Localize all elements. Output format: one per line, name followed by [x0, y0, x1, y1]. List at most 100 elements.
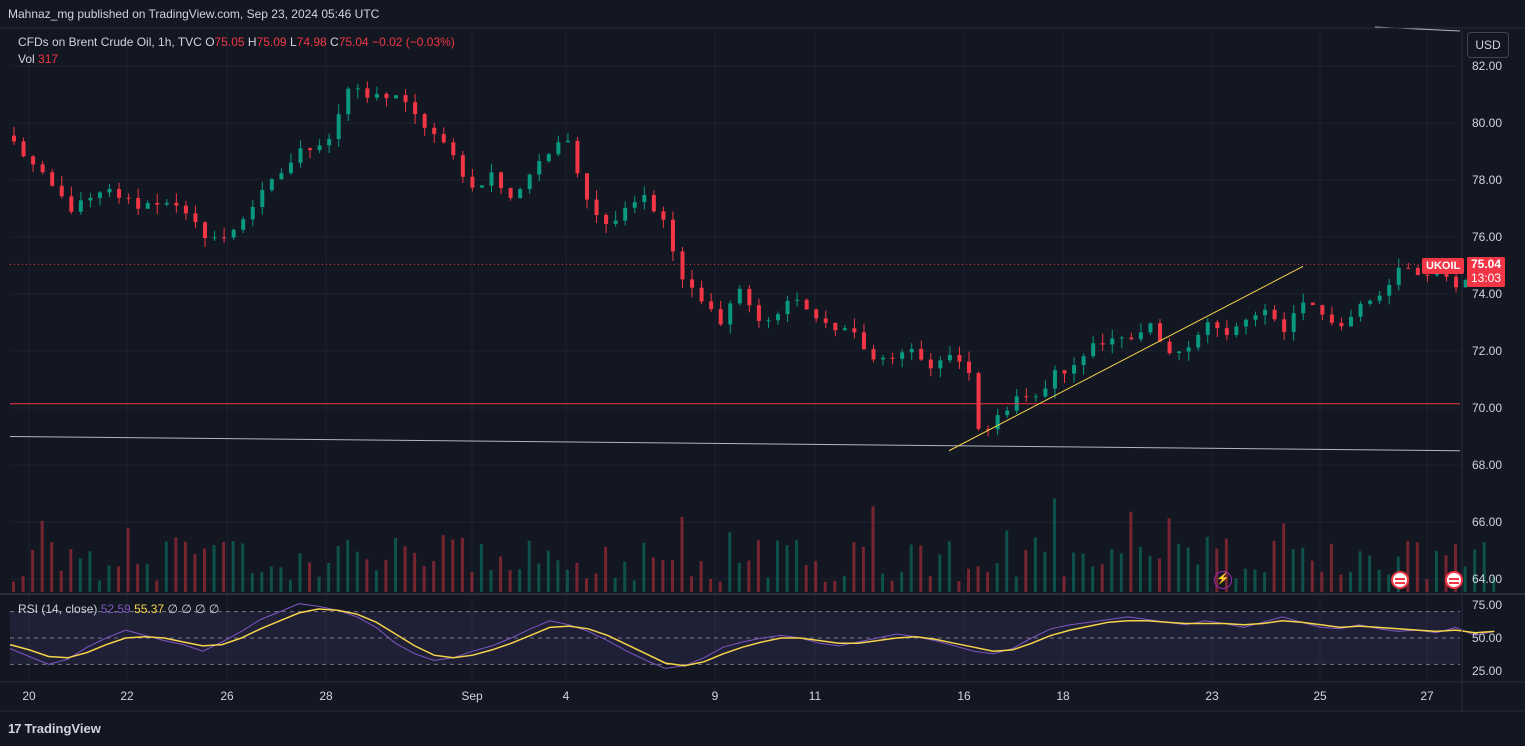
candle-body [1138, 332, 1143, 340]
tradingview-logo-icon: 17 [8, 721, 22, 736]
volume-bar [1291, 549, 1295, 592]
candle-body [31, 156, 36, 165]
candle-body [117, 189, 122, 198]
volume-bar [804, 565, 808, 592]
candle [967, 351, 971, 381]
rsi-pane [9, 603, 1495, 669]
candle [680, 247, 685, 288]
candle-body [1272, 309, 1277, 320]
volume-bar [1434, 550, 1438, 592]
candle [1043, 380, 1048, 399]
volume-bar [231, 541, 235, 592]
volume-bar [766, 577, 770, 592]
candle-body [1129, 337, 1134, 340]
volume-bar [97, 580, 101, 592]
candle-body [298, 148, 303, 163]
candle-body [546, 154, 551, 162]
volume-bar [518, 569, 522, 592]
candle-body [422, 114, 427, 128]
candle-body [785, 300, 790, 315]
candle-body [1110, 338, 1115, 345]
candle [250, 200, 255, 227]
currency-button[interactable]: USD [1467, 32, 1509, 58]
volume-bar [756, 540, 760, 592]
volume-bar [709, 578, 713, 592]
volume-bar [1415, 542, 1419, 592]
volume-bar [1138, 546, 1142, 592]
time-tick-label: 26 [220, 689, 234, 703]
candle-body [403, 95, 408, 103]
volume-bar [861, 546, 865, 592]
candle [976, 371, 981, 431]
candle-body [1454, 276, 1459, 288]
candle-body [594, 199, 599, 216]
candle-body [776, 314, 780, 321]
candle [1454, 270, 1459, 293]
candle-body [355, 88, 360, 90]
candle [1014, 389, 1019, 414]
candle [747, 284, 752, 313]
volume-bar [136, 563, 140, 592]
candle [1339, 317, 1344, 331]
time-tick-label: 23 [1205, 689, 1219, 703]
price-tick-label: 70.00 [1472, 401, 1503, 415]
volume-bar [1033, 537, 1037, 592]
candle-body [1081, 356, 1086, 366]
open-value: 75.05 [214, 35, 245, 49]
volume-bar [59, 570, 63, 592]
candle [1415, 265, 1420, 276]
footer-brand[interactable]: 17 TradingView [8, 719, 101, 739]
candle [947, 346, 952, 364]
candle [1301, 293, 1306, 321]
candle [78, 192, 83, 215]
high-label: H [247, 35, 257, 49]
candle-body [260, 190, 265, 207]
candle-body [861, 332, 866, 350]
candle [59, 176, 64, 199]
volume-bar [747, 560, 751, 592]
volume-bar [69, 549, 73, 592]
volume-bar [565, 569, 569, 592]
candle-body [1024, 396, 1029, 398]
volume-bar [1425, 579, 1429, 592]
candle [814, 308, 819, 323]
change-value: −0.02 (−0.03%) [372, 35, 455, 49]
candle [69, 186, 74, 215]
candle [604, 212, 609, 234]
volume-bar [537, 563, 541, 592]
candle-body [441, 134, 446, 143]
flash-icon[interactable]: ⚡ [1214, 571, 1232, 589]
time-tick-label: 28 [319, 689, 333, 703]
volume-bar [642, 542, 646, 592]
volume-bar [613, 577, 617, 592]
candle-body [680, 251, 685, 280]
us-flag-icon[interactable] [1391, 571, 1409, 589]
candle-body [97, 192, 102, 198]
us-flag-icon[interactable] [1445, 571, 1463, 589]
volume-bar [260, 571, 264, 592]
volume-bar [327, 562, 331, 592]
volume-bar [1349, 571, 1352, 592]
volume-bar [661, 560, 665, 592]
candle [670, 211, 675, 262]
candle-body [690, 279, 695, 288]
volume-bar [575, 562, 579, 592]
volume-bar [12, 581, 15, 592]
candle [40, 160, 45, 175]
volume-bar [384, 559, 388, 592]
candle [1177, 350, 1182, 361]
candle-body [1186, 347, 1191, 352]
candle-body [40, 164, 45, 173]
candle [499, 171, 504, 195]
volume-bar [40, 520, 44, 592]
volume-bar [842, 575, 846, 592]
candle-body [919, 348, 924, 360]
candle-body [1043, 388, 1048, 397]
candle [241, 216, 246, 234]
price-tick-label: 72.00 [1472, 344, 1503, 358]
volume-bar [1263, 572, 1267, 592]
candle-body [565, 140, 570, 143]
volume-bar [1329, 543, 1333, 592]
candle [413, 93, 418, 124]
